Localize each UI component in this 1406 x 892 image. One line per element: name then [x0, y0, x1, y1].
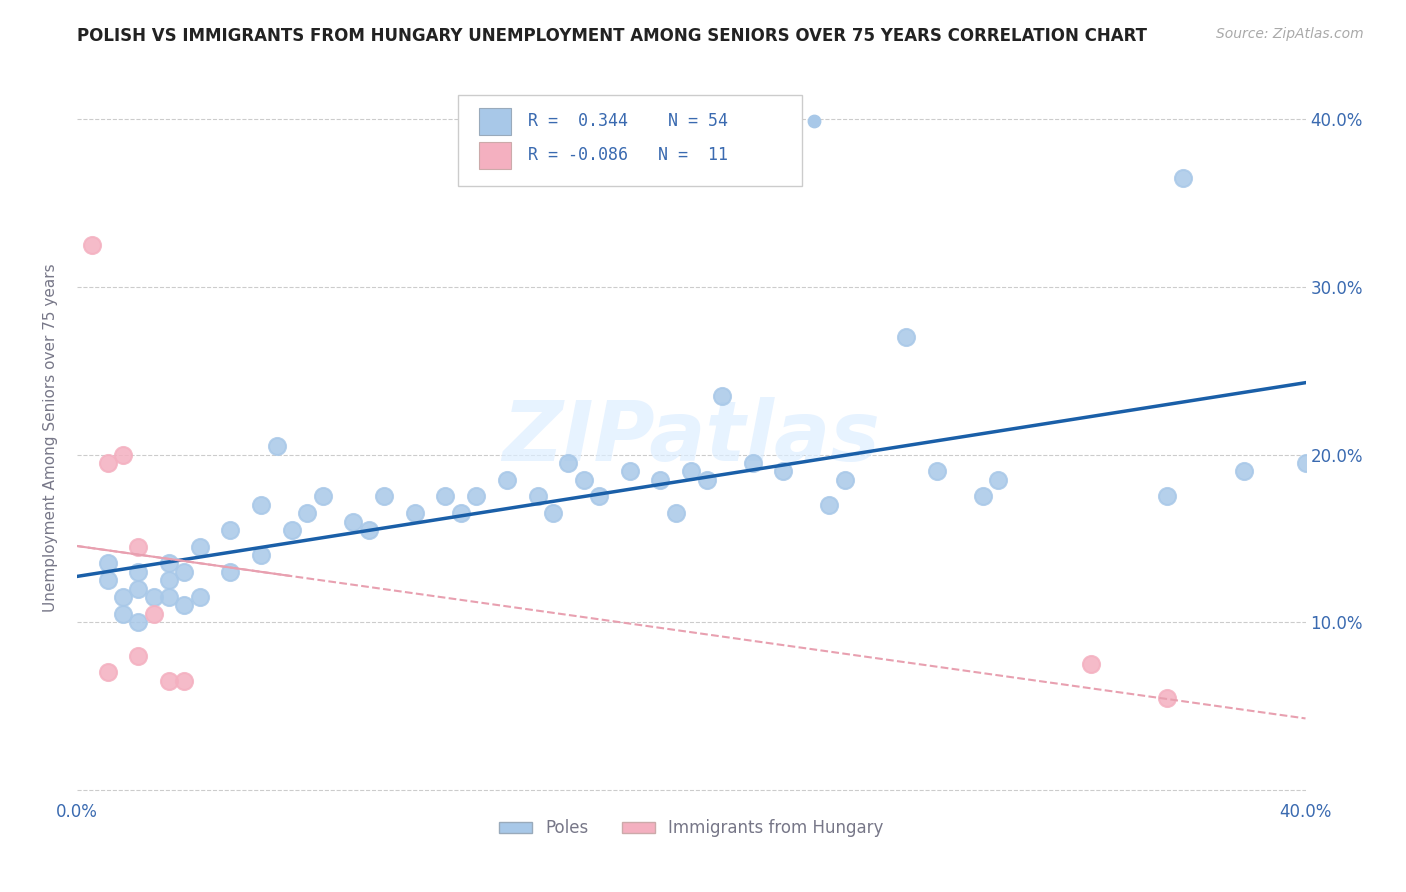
Point [1295, 456, 1317, 470]
Point [450, 506, 472, 520]
Point [588, 490, 610, 504]
Point [266, 439, 288, 453]
Point [157, 574, 180, 588]
Point [1233, 464, 1256, 478]
Point [127, 648, 149, 663]
Point [465, 490, 488, 504]
Point [157, 590, 180, 604]
Point [834, 473, 856, 487]
Point [710, 389, 733, 403]
Point [342, 515, 364, 529]
Point [404, 506, 426, 520]
Point [157, 673, 180, 688]
Point [1171, 171, 1194, 186]
Point [925, 464, 948, 478]
Point [650, 473, 672, 487]
Point [896, 330, 918, 344]
Point [97, 557, 120, 571]
Point [250, 548, 273, 562]
Point [111, 607, 134, 621]
Point [572, 473, 595, 487]
Point [1156, 690, 1178, 705]
FancyBboxPatch shape [478, 142, 510, 169]
Point [772, 464, 794, 478]
Text: R =  0.344    N = 54: R = 0.344 N = 54 [527, 112, 728, 130]
Point [281, 523, 304, 537]
Point [142, 590, 165, 604]
Point [157, 557, 180, 571]
Point [82, 238, 104, 252]
Text: R = -0.086   N =  11: R = -0.086 N = 11 [527, 146, 728, 164]
Point [97, 456, 120, 470]
Point [665, 506, 688, 520]
Point [127, 582, 149, 596]
Point [496, 473, 519, 487]
Point [219, 523, 242, 537]
Point [250, 498, 273, 512]
Point [696, 473, 718, 487]
Point [127, 565, 149, 579]
Point [818, 498, 841, 512]
Point [111, 448, 134, 462]
Point [97, 574, 120, 588]
Point [681, 464, 703, 478]
Point [97, 665, 120, 680]
Point [188, 540, 211, 554]
Point [297, 506, 319, 520]
Point [526, 490, 548, 504]
Point [434, 490, 457, 504]
Point [357, 523, 380, 537]
Point [541, 506, 564, 520]
Text: ZIPatlas: ZIPatlas [502, 397, 880, 478]
Point [1080, 657, 1102, 671]
Text: Source: ZipAtlas.com: Source: ZipAtlas.com [1216, 27, 1364, 41]
Point [127, 615, 149, 629]
Point [1156, 490, 1178, 504]
Point [557, 456, 579, 470]
Text: POLISH VS IMMIGRANTS FROM HUNGARY UNEMPLOYMENT AMONG SENIORS OVER 75 YEARS CORRE: POLISH VS IMMIGRANTS FROM HUNGARY UNEMPL… [77, 27, 1147, 45]
FancyBboxPatch shape [458, 95, 801, 186]
Point [619, 464, 641, 478]
Legend: Poles, Immigrants from Hungary: Poles, Immigrants from Hungary [492, 813, 890, 844]
Point [127, 540, 149, 554]
Point [188, 590, 211, 604]
Point [142, 607, 165, 621]
Point [972, 490, 994, 504]
FancyBboxPatch shape [478, 108, 510, 135]
Y-axis label: Unemployment Among Seniors over 75 years: Unemployment Among Seniors over 75 years [44, 263, 58, 612]
Point [173, 599, 195, 613]
Point [111, 590, 134, 604]
Point [373, 490, 395, 504]
Point [173, 565, 195, 579]
Point [741, 456, 763, 470]
Point [173, 673, 195, 688]
Point [219, 565, 242, 579]
Point [311, 490, 333, 504]
Point [987, 473, 1010, 487]
